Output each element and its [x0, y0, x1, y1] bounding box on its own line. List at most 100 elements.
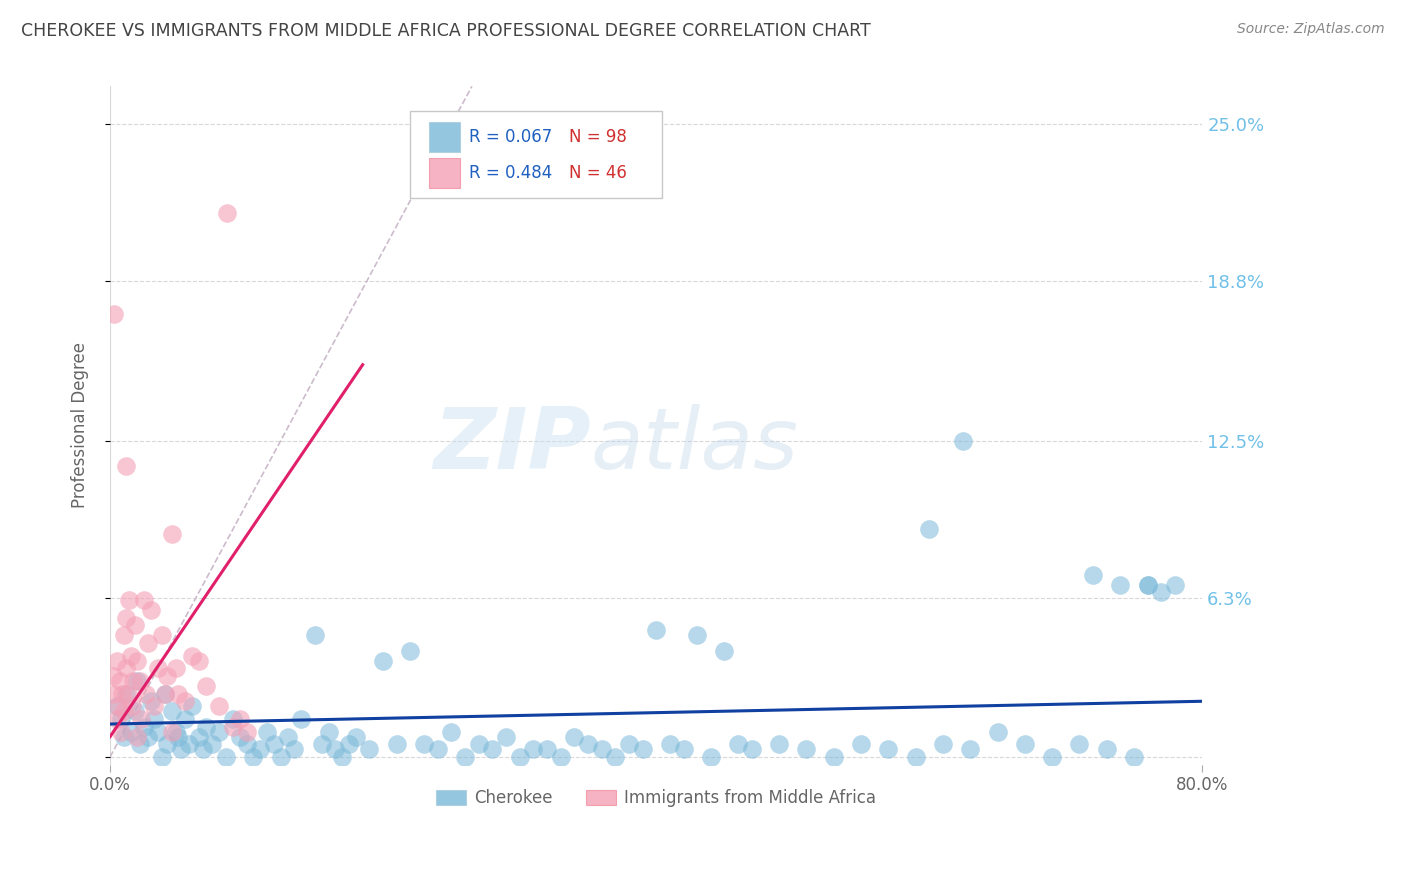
Point [127, 673, 149, 688]
Point [156, 737, 179, 751]
Text: N = 98: N = 98 [569, 128, 627, 145]
Point [146, 661, 169, 675]
Point [283, 742, 305, 756]
Point [191, 742, 214, 756]
Point [111, 687, 134, 701]
Point [134, 720, 156, 734]
Point [101, 669, 124, 683]
Point [658, 737, 681, 751]
Point [605, 750, 627, 764]
Point [1095, 742, 1118, 756]
Point [359, 742, 381, 756]
Point [105, 654, 128, 668]
Point [139, 694, 162, 708]
Point [399, 643, 422, 657]
Point [129, 737, 152, 751]
Point [849, 737, 872, 751]
Point [249, 742, 271, 756]
Point [918, 522, 941, 536]
Point [959, 742, 981, 756]
Point [986, 724, 1008, 739]
Point [153, 687, 176, 701]
Point [150, 750, 173, 764]
Point [215, 750, 238, 764]
FancyBboxPatch shape [429, 122, 460, 152]
Point [591, 742, 613, 756]
Point [562, 730, 585, 744]
Point [201, 737, 224, 751]
Point [160, 724, 183, 739]
Point [187, 654, 209, 668]
Point [146, 724, 169, 739]
Point [122, 673, 145, 688]
Point [413, 737, 436, 751]
Point [311, 737, 333, 751]
Point [467, 737, 489, 751]
Point [105, 712, 128, 726]
Point [229, 712, 252, 726]
Point [576, 737, 599, 751]
Point [1014, 737, 1036, 751]
Point [136, 730, 159, 744]
Point [127, 730, 149, 744]
Point [672, 742, 695, 756]
Point [304, 628, 326, 642]
Point [181, 699, 204, 714]
Point [440, 724, 463, 739]
Point [134, 593, 156, 607]
Point [110, 724, 132, 739]
FancyBboxPatch shape [429, 159, 460, 188]
Point [120, 648, 142, 663]
Point [645, 624, 668, 638]
Point [290, 712, 312, 726]
Point [904, 750, 927, 764]
Point [217, 206, 239, 220]
Point [686, 628, 709, 642]
Point [522, 742, 544, 756]
Point [131, 712, 153, 726]
Point [509, 750, 531, 764]
Point [142, 699, 165, 714]
Point [121, 699, 143, 714]
Point [235, 737, 257, 751]
Point [208, 724, 231, 739]
Point [124, 618, 146, 632]
Point [823, 750, 845, 764]
Text: Source: ZipAtlas.com: Source: ZipAtlas.com [1237, 22, 1385, 37]
Point [135, 687, 157, 701]
Point [112, 705, 135, 719]
Point [263, 737, 285, 751]
Point [103, 307, 125, 321]
Text: ZIP: ZIP [433, 404, 591, 487]
Point [115, 661, 138, 675]
Point [229, 730, 252, 744]
Point [385, 737, 408, 751]
Point [235, 724, 257, 739]
Point [1136, 578, 1159, 592]
Point [454, 750, 477, 764]
Point [344, 730, 367, 744]
Point [112, 628, 135, 642]
Point [330, 750, 353, 764]
Point [617, 737, 640, 751]
Point [337, 737, 360, 751]
Point [318, 724, 340, 739]
Point [741, 742, 763, 756]
Point [156, 669, 179, 683]
Point [142, 712, 165, 726]
Point [110, 712, 132, 726]
Point [167, 687, 190, 701]
Point [700, 750, 723, 764]
Point [120, 724, 142, 739]
Point [727, 737, 749, 751]
Point [127, 654, 149, 668]
Point [495, 730, 517, 744]
Point [179, 737, 201, 751]
Point [1164, 578, 1187, 592]
Point [1109, 578, 1132, 592]
Point [877, 742, 900, 756]
FancyBboxPatch shape [411, 112, 662, 198]
Point [170, 742, 193, 756]
Point [1136, 578, 1159, 592]
Point [550, 750, 572, 764]
